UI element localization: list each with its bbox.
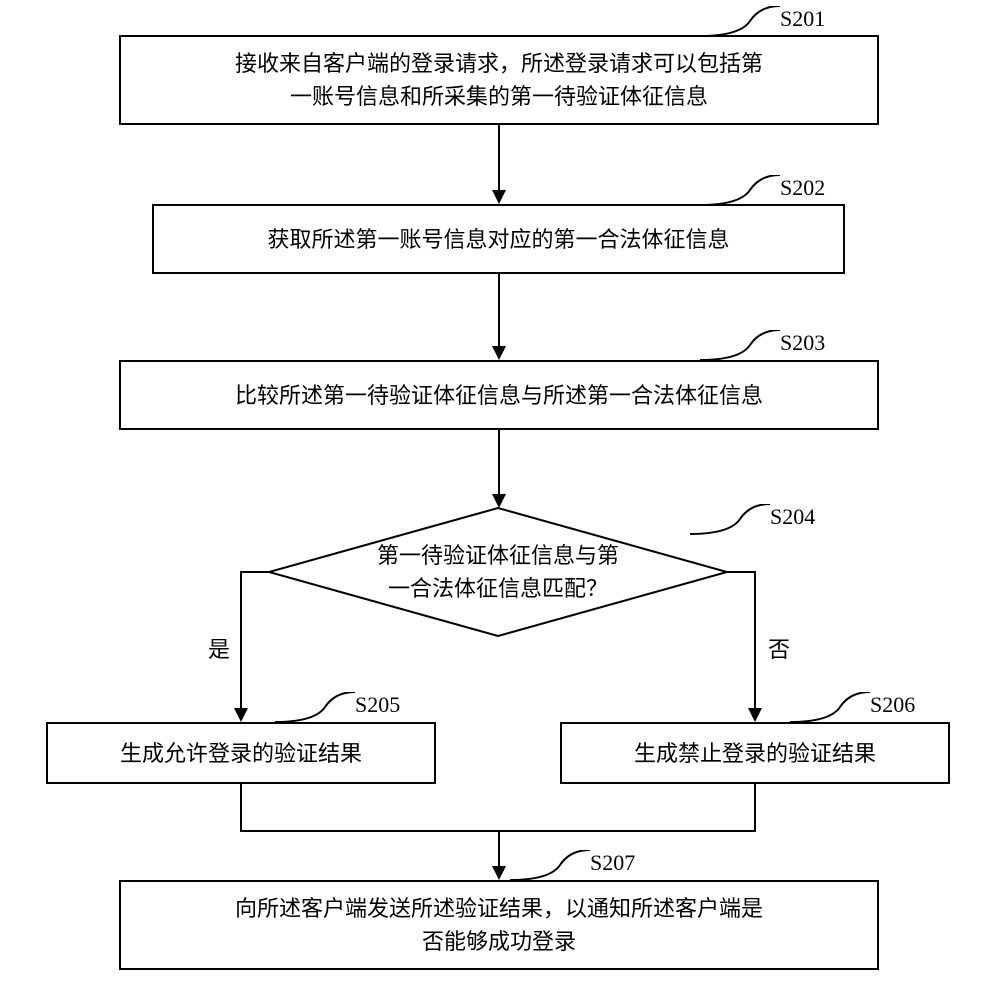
arrow-s202-s203 [498,274,500,346]
node-s206-text: 生成禁止登录的验证结果 [634,737,876,770]
node-s201-text: 接收来自客户端的登录请求，所述登录请求可以包括第一账号信息和所采集的第一待验证体… [235,47,763,113]
callout-s206 [790,692,870,724]
arrowhead-s202-s203 [492,346,506,360]
node-s204: 第一待验证体征信息与第一合法体征信息匹配？ [268,507,728,637]
merge-s206-h [498,830,756,832]
step-label-s204: S204 [770,504,815,530]
merge-s205-h [240,830,500,832]
step-label-s202: S202 [780,175,825,201]
callout-s203 [700,330,780,362]
callout-s201 [700,6,780,38]
branch-yes-v [240,571,242,708]
branch-label-no: 否 [768,632,790,664]
node-s204-text: 第一待验证体征信息与第一合法体征信息匹配？ [377,539,619,605]
node-s207-text: 向所述客户端发送所述验证结果，以通知所述客户端是否能够成功登录 [235,892,763,958]
node-s201: 接收来自客户端的登录请求，所述登录请求可以包括第一账号信息和所采集的第一待验证体… [119,35,879,125]
merge-s206-v [754,784,756,832]
node-s205-text: 生成允许登录的验证结果 [120,737,362,770]
arrowhead-branch-no [748,708,762,722]
merge-down [498,830,500,866]
arrowhead-branch-yes [234,708,248,722]
node-s206: 生成禁止登录的验证结果 [560,722,950,784]
branch-no-v [754,571,756,708]
arrowhead-merge [492,866,506,880]
arrow-s201-s202 [498,125,500,190]
callout-s205 [275,692,355,724]
merge-s205-v [240,784,242,832]
node-s203: 比较所述第一待验证体征信息与所述第一合法体征信息 [119,360,879,430]
callout-s207 [510,850,590,882]
step-label-s207: S207 [590,850,635,876]
node-s202-text: 获取所述第一账号信息对应的第一合法体征信息 [267,223,729,256]
node-s205: 生成允许登录的验证结果 [46,722,436,784]
arrowhead-s203-s204 [492,494,506,508]
arrowhead-s201-s202 [492,190,506,204]
callout-s202 [700,175,780,207]
branch-label-yes: 是 [208,632,230,664]
branch-no-h [727,571,756,573]
branch-yes-h [240,571,269,573]
flowchart-canvas: S201 接收来自客户端的登录请求，所述登录请求可以包括第一账号信息和所采集的第… [0,0,1000,987]
step-label-s201: S201 [780,6,825,32]
node-s203-text: 比较所述第一待验证体征信息与所述第一合法体征信息 [235,379,763,412]
step-label-s203: S203 [780,330,825,356]
step-label-s206: S206 [870,692,915,718]
node-s202: 获取所述第一账号信息对应的第一合法体征信息 [152,204,845,274]
node-s207: 向所述客户端发送所述验证结果，以通知所述客户端是否能够成功登录 [119,880,879,970]
arrow-s203-s204 [498,430,500,494]
step-label-s205: S205 [355,692,400,718]
